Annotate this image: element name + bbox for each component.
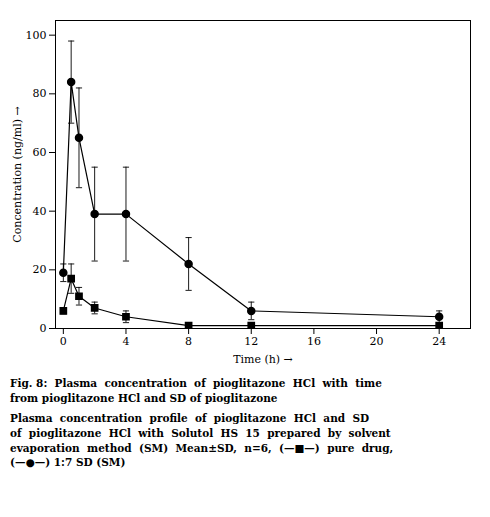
svg-text:80: 80	[33, 87, 47, 100]
svg-text:Concentration (ng/ml) →: Concentration (ng/ml) →	[11, 106, 24, 242]
svg-text:20: 20	[33, 263, 47, 276]
svg-text:16: 16	[307, 335, 321, 348]
svg-text:60: 60	[33, 146, 47, 159]
svg-text:8: 8	[185, 335, 192, 348]
svg-text:12: 12	[244, 335, 258, 348]
svg-text:24: 24	[432, 335, 446, 348]
svg-text:4: 4	[122, 335, 129, 348]
svg-text:20: 20	[370, 335, 384, 348]
html-text:Fig. 8: Plasma concentration o: Fig. 8: Plasma concentration of pioglita…	[10, 377, 382, 404]
svg-text:0: 0	[60, 335, 67, 348]
svg-text:100: 100	[26, 29, 47, 42]
svg-text:Time (h) →: Time (h) →	[233, 353, 293, 366]
svg-text:0: 0	[40, 322, 47, 335]
html-text:Plasma concentration profile o: Plasma concentration profile of pioglita…	[10, 412, 394, 469]
svg-text:40: 40	[33, 205, 47, 218]
